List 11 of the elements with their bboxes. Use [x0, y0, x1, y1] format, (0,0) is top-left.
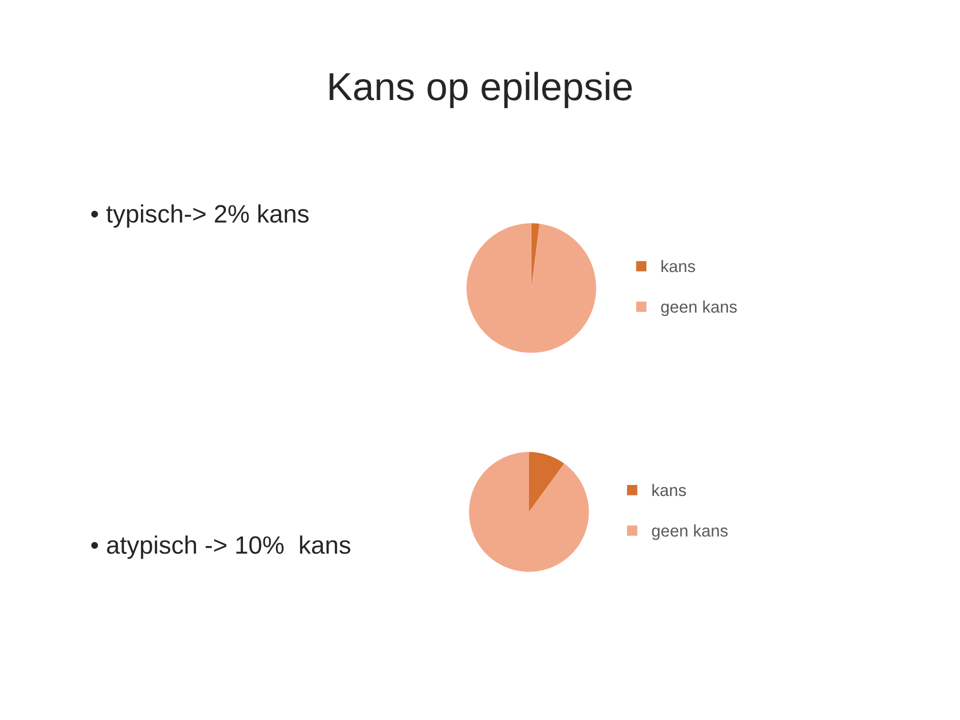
pie-slice [469, 452, 589, 572]
legend-label: geen kans [652, 524, 728, 540]
text: • typisch-> 2% kans [91, 204, 309, 228]
pie-slice [528, 452, 564, 512]
legend-label: geen kans [661, 300, 737, 316]
legend-label: kans [652, 484, 686, 496]
text: • atypisch -> 10% kans [91, 536, 350, 559]
chart-title: Kans op epilepsie [330, 72, 632, 108]
pie-slice [466, 223, 596, 353]
pie-slice [531, 223, 540, 288]
legend-label: kans [662, 260, 696, 272]
